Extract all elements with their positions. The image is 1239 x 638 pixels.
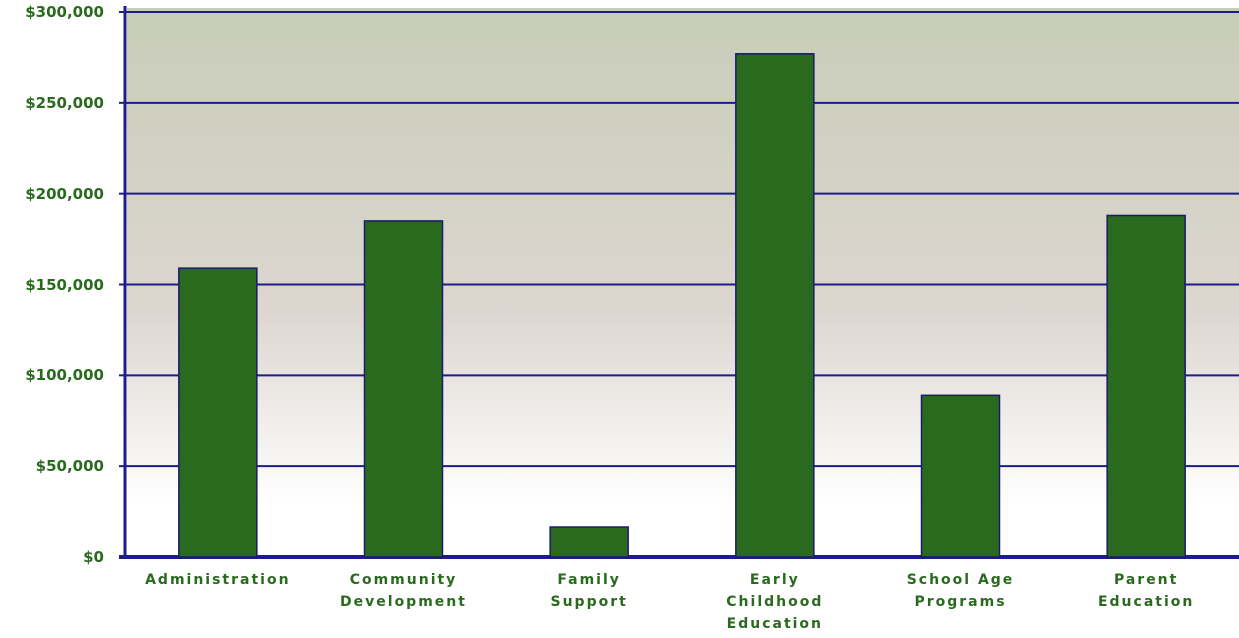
y-tick-label: $100,000 xyxy=(4,366,104,384)
y-tick-label: $250,000 xyxy=(4,94,104,112)
y-tick-label: $150,000 xyxy=(4,276,104,294)
chart-svg xyxy=(0,0,1239,638)
y-tick-label: $200,000 xyxy=(4,185,104,203)
bar xyxy=(179,268,257,557)
bar xyxy=(736,54,814,557)
y-tick-label: $50,000 xyxy=(4,457,104,475)
bar xyxy=(550,527,628,557)
x-tick-label: Administration xyxy=(128,569,308,591)
x-tick-label: Parent Education xyxy=(1056,569,1236,613)
x-tick-label: Family Support xyxy=(499,569,679,613)
bar xyxy=(1107,215,1185,557)
x-tick-label: Community Development xyxy=(314,569,494,613)
bar xyxy=(365,221,443,557)
y-tick-label: $0 xyxy=(4,548,104,566)
x-tick-label: School Age Programs xyxy=(871,569,1051,613)
x-tick-label: Early Childhood Education xyxy=(685,569,865,635)
chart: $0 $50,000 $100,000 $150,000 $200,000 $250,00… xyxy=(0,0,1239,638)
bar xyxy=(922,395,1000,557)
y-tick-label: $300,000 xyxy=(4,3,104,21)
